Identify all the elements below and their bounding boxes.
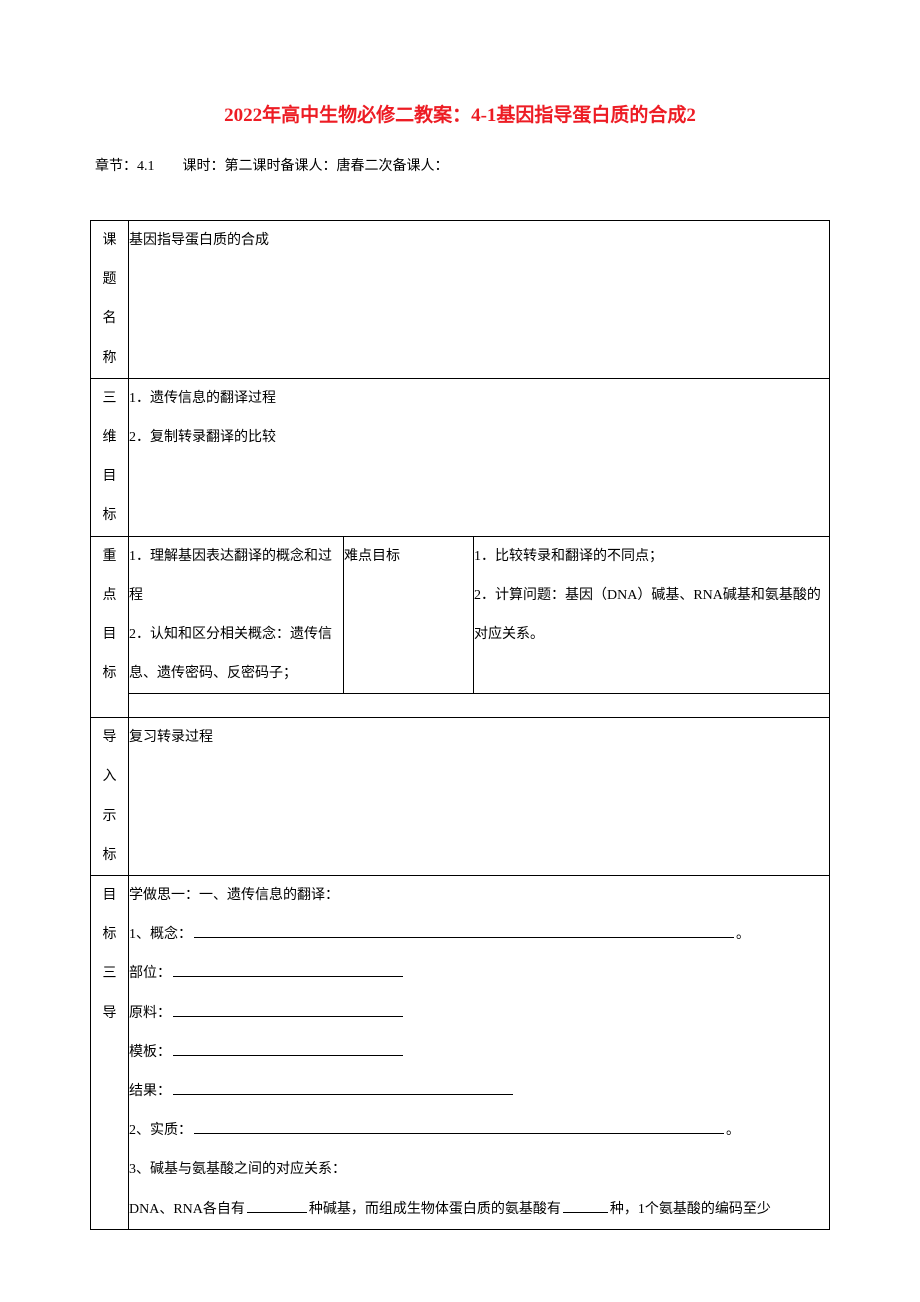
label-char: 目 bbox=[91, 615, 128, 654]
keypoints-left: 1．理解基因表达翻译的概念和过程 2．认知和区分相关概念：遗传信息、遗传密码、反… bbox=[129, 536, 344, 694]
lesson-plan-table: 课 题 名 称 基因指导蛋白质的合成 三 维 目 标 1．遗传信息的翻译过程 2… bbox=[90, 220, 830, 1230]
label-char: 重 bbox=[91, 537, 128, 576]
label-char: 标 bbox=[91, 915, 128, 954]
blank-line bbox=[173, 1001, 403, 1017]
row-label-guidance: 目 标 三 导 bbox=[91, 876, 129, 1230]
content-line: 学做思一：一、遗传信息的翻译： bbox=[129, 876, 829, 915]
content-line: DNA、RNA各自有 种碱基，而组成生物体蛋白质的氨基酸有 种，1个氨基酸的编码至少 bbox=[129, 1190, 829, 1229]
label-char: 课 bbox=[91, 221, 128, 260]
blank-line bbox=[173, 1079, 513, 1095]
label-char: 标 bbox=[91, 836, 128, 875]
table-row: 课 题 名 称 基因指导蛋白质的合成 bbox=[91, 221, 830, 379]
label-char: 名 bbox=[91, 299, 128, 338]
spacer-row bbox=[91, 694, 830, 718]
meta-line: 章节：4.1 课时：第二课时备课人：唐春二次备课人： bbox=[90, 155, 830, 175]
label-char: 目 bbox=[91, 876, 128, 915]
text-prefix: 1、概念： bbox=[129, 927, 192, 942]
text-prefix: 2、实质： bbox=[129, 1123, 192, 1138]
blank-line bbox=[194, 922, 734, 938]
blank-line bbox=[194, 1118, 724, 1134]
text-prefix: 结果： bbox=[129, 1084, 171, 1099]
label-char: 维 bbox=[91, 418, 128, 457]
text-suffix: 。 bbox=[736, 927, 750, 942]
spacer-cell bbox=[129, 694, 830, 718]
difficulty-label: 难点目标 bbox=[344, 536, 474, 694]
label-char: 点 bbox=[91, 576, 128, 615]
content-line: 原料： bbox=[129, 994, 829, 1033]
content-line: 结果： bbox=[129, 1072, 829, 1111]
objectives-content: 1．遗传信息的翻译过程 2．复制转录翻译的比较 bbox=[129, 378, 830, 536]
label-char: 示 bbox=[91, 797, 128, 836]
page-title: 2022年高中生物必修二教案：4-1基因指导蛋白质的合成2 bbox=[90, 100, 830, 127]
label-char: 标 bbox=[91, 654, 128, 693]
blank-line bbox=[173, 961, 403, 977]
label-char: 标 bbox=[91, 496, 128, 535]
content-line: 2、实质： 。 bbox=[129, 1111, 829, 1150]
table-row: 重 点 目 标 1．理解基因表达翻译的概念和过程 2．认知和区分相关概念：遗传信… bbox=[91, 536, 830, 694]
content-line: 1、概念： 。 bbox=[129, 915, 829, 954]
blank-line bbox=[247, 1197, 307, 1213]
label-char: 导 bbox=[91, 994, 128, 1033]
text-part: 种，1个氨基酸的编码至少 bbox=[610, 1202, 771, 1217]
row-label-objectives: 三 维 目 标 bbox=[91, 378, 129, 536]
row-label-topic: 课 题 名 称 bbox=[91, 221, 129, 379]
table-row: 三 维 目 标 1．遗传信息的翻译过程 2．复制转录翻译的比较 bbox=[91, 378, 830, 536]
label-char: 三 bbox=[91, 379, 128, 418]
content-line: 模板： bbox=[129, 1033, 829, 1072]
intro-content: 复习转录过程 bbox=[129, 718, 830, 876]
row-label-intro: 导 入 示 标 bbox=[91, 718, 129, 876]
text-part: DNA、RNA各自有 bbox=[129, 1202, 245, 1217]
label-char: 导 bbox=[91, 718, 128, 757]
blank-line bbox=[563, 1197, 608, 1213]
text-prefix: 模板： bbox=[129, 1045, 171, 1060]
content-line: 部位： bbox=[129, 954, 829, 993]
content-line: 1．比较转录和翻译的不同点； bbox=[474, 537, 829, 576]
row-label-keypoints: 重 点 目 标 bbox=[91, 536, 129, 718]
label-char: 题 bbox=[91, 260, 128, 299]
content-line: 2．认知和区分相关概念：遗传信息、遗传密码、反密码子； bbox=[129, 615, 343, 693]
text-prefix: 部位： bbox=[129, 966, 171, 981]
blank-line bbox=[173, 1040, 403, 1056]
difficulty-content: 1．比较转录和翻译的不同点； 2．计算问题：基因（DNA）碱基、RNA碱基和氨基… bbox=[474, 536, 830, 694]
guidance-content: 学做思一：一、遗传信息的翻译： 1、概念： 。 部位： 原料： 模板： 结果： 2… bbox=[129, 876, 830, 1230]
content-line: 1．遗传信息的翻译过程 bbox=[129, 379, 829, 418]
label-char: 入 bbox=[91, 757, 128, 796]
label-char: 目 bbox=[91, 457, 128, 496]
content-line: 2．计算问题：基因（DNA）碱基、RNA碱基和氨基酸的对应关系。 bbox=[474, 576, 829, 654]
label-char: 称 bbox=[91, 339, 128, 378]
text-suffix: 。 bbox=[726, 1123, 740, 1138]
table-row: 目 标 三 导 学做思一：一、遗传信息的翻译： 1、概念： 。 部位： 原料： 模… bbox=[91, 876, 830, 1230]
content-line: 1．理解基因表达翻译的概念和过程 bbox=[129, 537, 343, 615]
text-part: 种碱基，而组成生物体蛋白质的氨基酸有 bbox=[309, 1202, 561, 1217]
text-prefix: 原料： bbox=[129, 1006, 171, 1021]
content-line: 2．复制转录翻译的比较 bbox=[129, 418, 829, 457]
table-row: 导 入 示 标 复习转录过程 bbox=[91, 718, 830, 876]
topic-content: 基因指导蛋白质的合成 bbox=[129, 221, 830, 379]
label-char: 三 bbox=[91, 954, 128, 993]
content-line: 3、碱基与氨基酸之间的对应关系： bbox=[129, 1150, 829, 1189]
